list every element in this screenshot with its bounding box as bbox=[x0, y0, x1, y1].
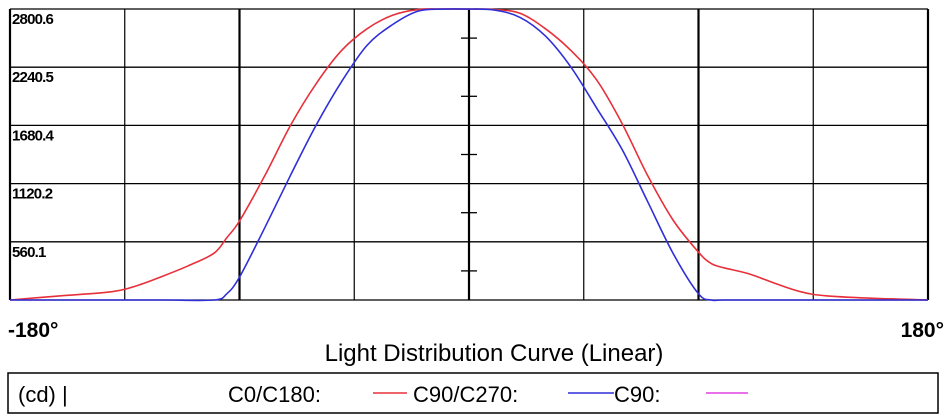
series-line-c90-c270 bbox=[9, 8, 928, 302]
x-tick-label-left: -180° bbox=[8, 319, 58, 342]
y-tick-label-4: 2800.6 bbox=[12, 11, 54, 28]
y-tick-label-3: 2240.5 bbox=[12, 69, 54, 86]
y-tick-labels: 560.1 1120.2 1680.4 2240.5 2800.6 bbox=[12, 11, 55, 261]
legend-box bbox=[7, 372, 939, 414]
x-tick-label-right: 180° bbox=[901, 319, 944, 342]
chart-title: Light Distribution Curve (Linear) bbox=[325, 340, 664, 367]
center-axis-ticks bbox=[461, 37, 477, 272]
series-layer bbox=[9, 8, 929, 302]
legend-label-c90-c270: C90/C270: bbox=[413, 382, 518, 407]
y-tick-label-1: 1120.2 bbox=[12, 186, 53, 203]
legend-label-c0-c180: C0/C180: bbox=[228, 382, 321, 407]
unit-label: (cd) | bbox=[18, 382, 68, 407]
y-tick-label-2: 1680.4 bbox=[12, 127, 55, 144]
legend-label-c90: C90: bbox=[614, 382, 660, 407]
y-tick-label-0: 560.1 bbox=[12, 244, 46, 261]
